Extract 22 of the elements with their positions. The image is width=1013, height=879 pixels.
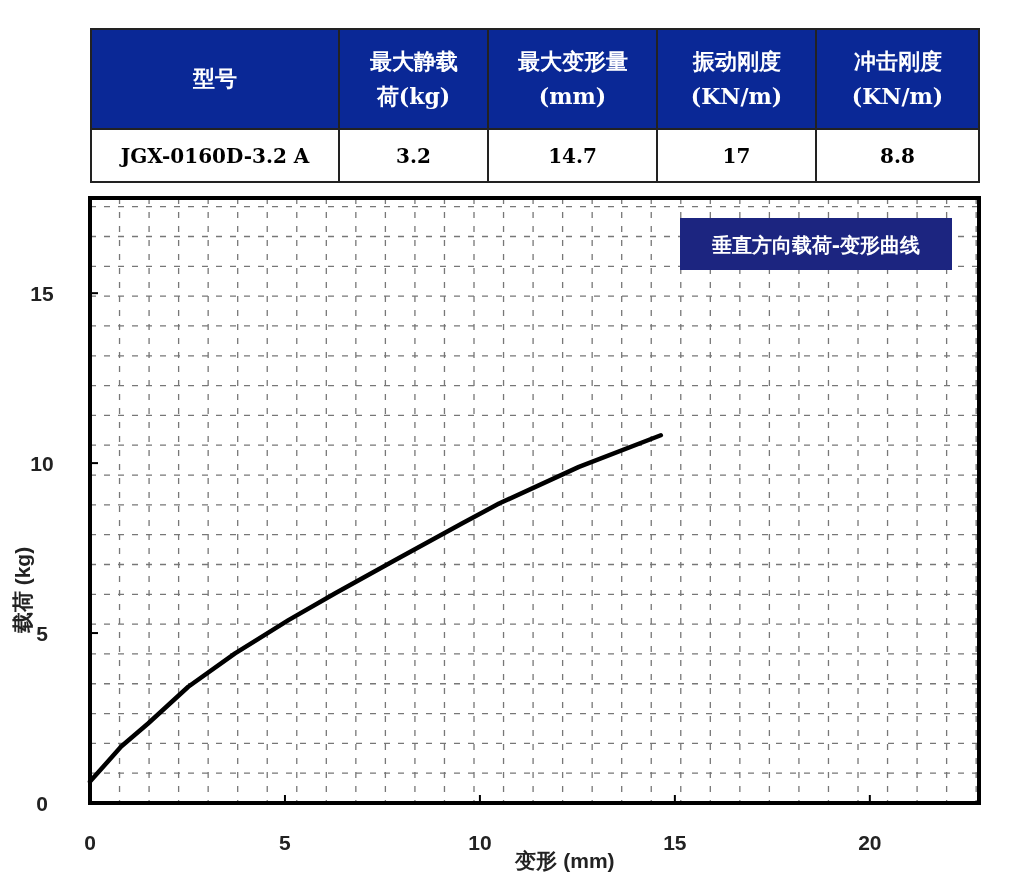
text: 最大变形量(mm) <box>487 28 658 130</box>
text: 17 <box>656 128 817 183</box>
x-tick-label: 0 <box>84 831 96 854</box>
text: 冲击刚度(KN/m) <box>815 28 980 130</box>
x-tick-label: 20 <box>858 831 882 854</box>
text: 14.7 <box>487 128 658 183</box>
text: 振动刚度(KN/m) <box>656 28 817 130</box>
text: 3.2 <box>338 128 489 183</box>
text: 垂直方向载荷-变形曲线 <box>710 233 921 257</box>
x-axis-title: 变形 (mm) <box>514 849 615 872</box>
x-tick-label: 15 <box>663 831 687 854</box>
text: 8.8 <box>815 128 980 183</box>
text: 最大静载荷(kg) <box>338 28 489 130</box>
y-tick-label: 10 <box>30 452 54 476</box>
y-tick-label: 0 <box>36 792 48 815</box>
x-tick-label: 10 <box>468 831 492 854</box>
y-tick-label: 15 <box>30 282 54 306</box>
y-tick-label: 5 <box>36 622 49 646</box>
text: JGX-0160D-3.2 A <box>90 128 340 183</box>
y-axis-title: 载荷 (kg) <box>11 546 34 635</box>
text: 型号 <box>90 28 340 130</box>
x-tick-label: 5 <box>279 831 292 854</box>
